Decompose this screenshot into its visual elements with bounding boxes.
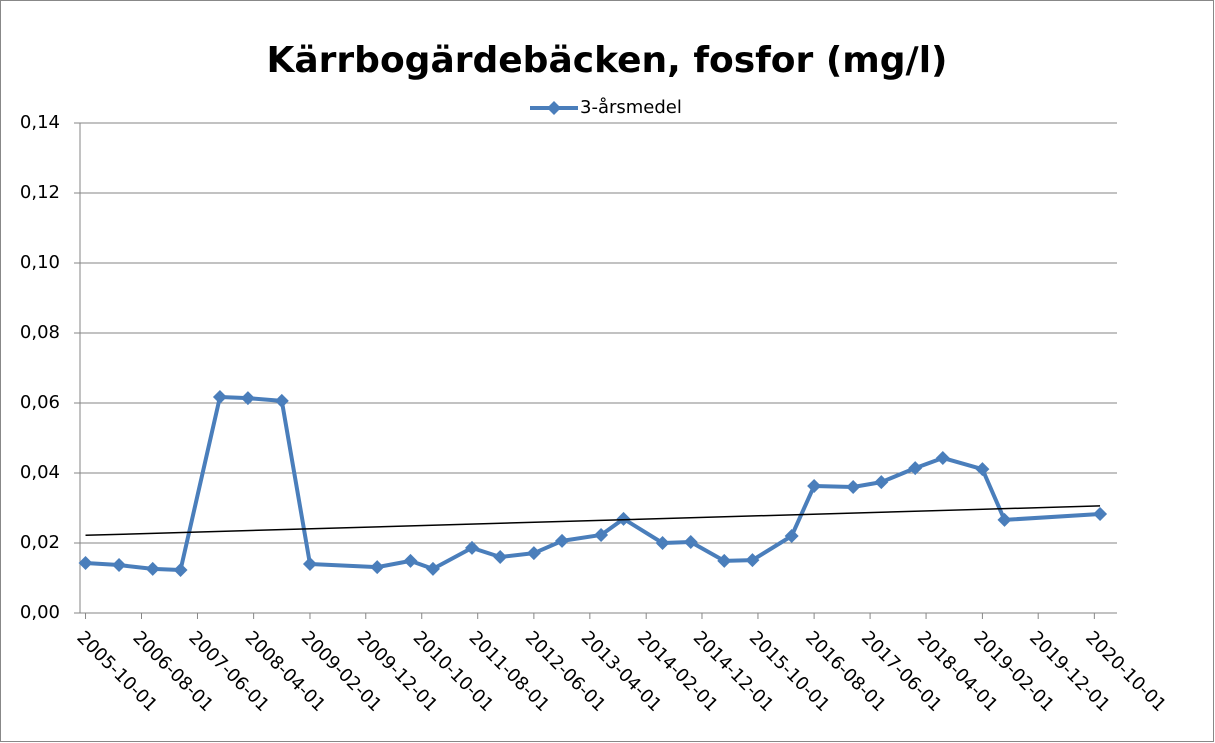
y-tick-label: 0,06 — [20, 392, 60, 413]
data-point — [240, 391, 255, 406]
data-point — [403, 553, 418, 568]
data-point — [1093, 506, 1108, 521]
data-point — [745, 553, 760, 568]
data-point — [717, 553, 732, 568]
data-point — [616, 511, 631, 526]
data-point — [683, 534, 698, 549]
y-tick-label: 0,02 — [20, 532, 60, 553]
data-point — [594, 527, 609, 542]
data-point — [78, 555, 93, 570]
data-point — [173, 562, 188, 577]
chart-title: Kärrbogärdebäcken, fosfor (mg/l) — [266, 40, 947, 81]
y-tick-label: 0,14 — [20, 112, 60, 133]
data-point — [935, 450, 950, 465]
data-point — [655, 536, 670, 550]
data-point — [145, 561, 160, 576]
data-point — [874, 475, 889, 490]
y-tick-label: 0,12 — [20, 182, 60, 203]
y-tick-label: 0,00 — [20, 602, 60, 623]
data-point — [975, 462, 990, 477]
legend-label: 3-årsmedel — [580, 97, 682, 118]
data-point — [526, 546, 541, 561]
y-tick-label: 0,08 — [20, 322, 60, 343]
data-point — [112, 558, 127, 573]
data-point — [212, 390, 227, 405]
data-point — [274, 393, 289, 408]
data-point — [425, 561, 440, 576]
data-point — [302, 557, 317, 571]
data-point — [370, 560, 385, 575]
data-point — [807, 478, 822, 493]
data-point — [997, 512, 1012, 527]
data-point — [908, 461, 923, 476]
data-point — [846, 480, 861, 494]
data-point — [493, 550, 508, 564]
y-tick-label: 0,04 — [20, 462, 60, 483]
y-tick-label: 0,10 — [20, 252, 60, 273]
trend-line — [85, 505, 1101, 537]
data-point — [555, 533, 570, 548]
data-point — [784, 529, 799, 543]
legend-marker — [547, 101, 561, 115]
data-point — [465, 540, 480, 555]
